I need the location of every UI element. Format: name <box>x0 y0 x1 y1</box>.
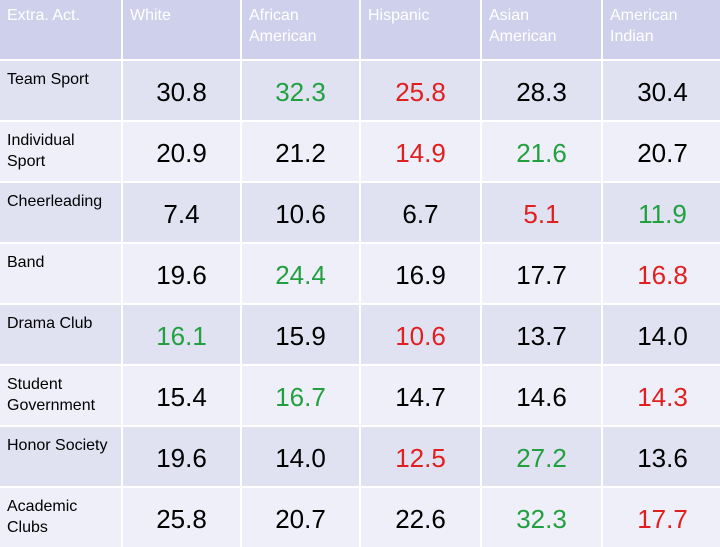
value-cell: 21.2 <box>242 122 359 181</box>
value-cell: 17.7 <box>603 488 720 547</box>
value-cell: 12.5 <box>361 427 480 486</box>
row-label: Team Sport <box>0 61 121 120</box>
value-cell: 15.9 <box>242 305 359 364</box>
value-cell: 30.4 <box>603 61 720 120</box>
value-cell: 13.7 <box>482 305 601 364</box>
value-cell: 10.6 <box>361 305 480 364</box>
value-cell: 30.8 <box>123 61 240 120</box>
value-cell: 10.6 <box>242 183 359 242</box>
row-label: Academic Clubs <box>0 488 121 547</box>
value-cell: 27.2 <box>482 427 601 486</box>
value-cell: 14.7 <box>361 366 480 425</box>
value-cell: 11.9 <box>603 183 720 242</box>
value-cell: 14.9 <box>361 122 480 181</box>
value-cell: 17.7 <box>482 244 601 303</box>
value-cell: 24.4 <box>242 244 359 303</box>
value-cell: 22.6 <box>361 488 480 547</box>
value-cell: 6.7 <box>361 183 480 242</box>
row-label: Student Government <box>0 366 121 425</box>
value-cell: 28.3 <box>482 61 601 120</box>
value-cell: 16.9 <box>361 244 480 303</box>
header-cell: American Indian <box>603 0 720 59</box>
value-cell: 21.6 <box>482 122 601 181</box>
value-cell: 14.0 <box>242 427 359 486</box>
header-cell: Asian American <box>482 0 601 59</box>
value-cell: 15.4 <box>123 366 240 425</box>
value-cell: 19.6 <box>123 244 240 303</box>
value-cell: 7.4 <box>123 183 240 242</box>
value-cell: 14.0 <box>603 305 720 364</box>
header-cell: White <box>123 0 240 59</box>
value-cell: 14.3 <box>603 366 720 425</box>
row-label: Band <box>0 244 121 303</box>
row-label: Honor Society <box>0 427 121 486</box>
value-cell: 13.6 <box>603 427 720 486</box>
value-cell: 20.7 <box>603 122 720 181</box>
header-cell: Extra. Act. <box>0 0 121 59</box>
header-cell: Hispanic <box>361 0 480 59</box>
value-cell: 16.8 <box>603 244 720 303</box>
value-cell: 32.3 <box>242 61 359 120</box>
value-cell: 19.6 <box>123 427 240 486</box>
value-cell: 25.8 <box>361 61 480 120</box>
row-label: Individual Sport <box>0 122 121 181</box>
header-cell: African American <box>242 0 359 59</box>
value-cell: 25.8 <box>123 488 240 547</box>
value-cell: 20.9 <box>123 122 240 181</box>
value-cell: 16.7 <box>242 366 359 425</box>
value-cell: 14.6 <box>482 366 601 425</box>
value-cell: 32.3 <box>482 488 601 547</box>
value-cell: 5.1 <box>482 183 601 242</box>
value-cell: 20.7 <box>242 488 359 547</box>
value-cell: 16.1 <box>123 305 240 364</box>
row-label: Cheerleading <box>0 183 121 242</box>
row-label: Drama Club <box>0 305 121 364</box>
